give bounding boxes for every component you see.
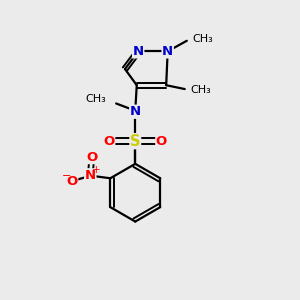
Text: O: O	[103, 135, 115, 148]
Text: N: N	[85, 169, 96, 182]
Text: N: N	[162, 45, 173, 58]
Text: N: N	[133, 45, 144, 58]
Text: S: S	[130, 134, 140, 149]
Text: CH₃: CH₃	[192, 34, 213, 44]
Text: +: +	[92, 165, 101, 175]
Text: −: −	[61, 171, 71, 181]
Text: O: O	[156, 135, 167, 148]
Text: N: N	[130, 105, 141, 118]
Text: CH₃: CH₃	[190, 85, 212, 94]
Text: O: O	[86, 151, 98, 164]
Text: CH₃: CH₃	[85, 94, 106, 104]
Text: O: O	[66, 175, 78, 188]
